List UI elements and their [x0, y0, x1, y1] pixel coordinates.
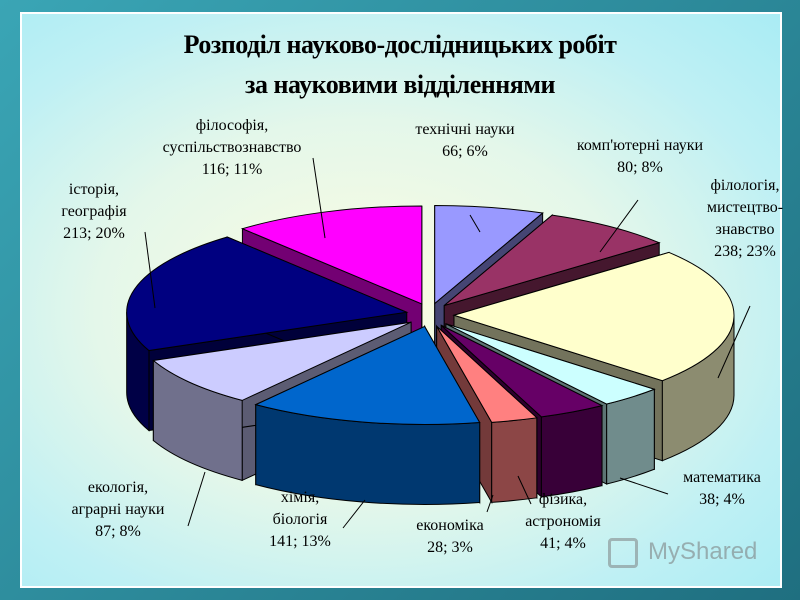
slice-label-технічні-науки: технічні науки 66; 6% — [415, 121, 515, 160]
slice-label-філософія: філософія, суспільствознавство 116; 11% — [163, 117, 302, 178]
presentation-icon — [608, 538, 638, 568]
leader-line-хімія — [342, 499, 366, 529]
chart-title-line-1: Розподіл науково-дослідницьких робіт — [183, 30, 617, 59]
slice-label-економіка: економіка 28; 3% — [416, 517, 484, 556]
slice-label-фізика: фізика, астрономія 41; 4% — [525, 491, 601, 552]
watermark-text: MyShared — [648, 538, 758, 565]
slice-label-філологія: філологія, мистецтво-знавство 238; 23% — [707, 177, 783, 260]
slice-label-історія: історія, географія 213; 20% — [61, 181, 127, 242]
slice-label-комп-ютерні-науки: комп'ютерні науки 80; 8% — [577, 137, 704, 176]
slice-label-екологія: екологія, аграрні науки 87; 8% — [72, 479, 165, 540]
leader-line-екологія — [187, 471, 206, 527]
chart-title-line-2: за науковими відділеннями — [245, 70, 555, 99]
watermark-logo: MyShared — [608, 536, 788, 576]
leader-line-економіка — [486, 494, 494, 513]
leader-line-фізика — [517, 475, 532, 505]
leader-line-філософія — [312, 157, 326, 239]
leader-line-історія — [144, 231, 156, 309]
slice-label-хімія: хімія, біологія 141; 13% — [269, 489, 331, 550]
slice-label-математика: математика 38; 4% — [683, 469, 761, 508]
leader-line-математика — [619, 477, 669, 495]
leader-line-філологія — [717, 305, 751, 379]
leader-line-комп-ютерні-науки — [599, 199, 639, 253]
pie-slice-хімія — [254, 324, 481, 505]
leader-line-технічні-науки — [469, 214, 481, 233]
